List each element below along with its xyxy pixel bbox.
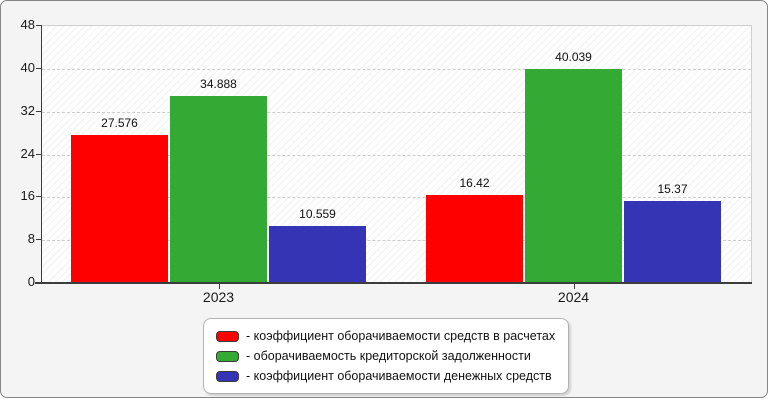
bar-2024-series2	[525, 68, 622, 283]
legend-item: - оборачиваемость кредиторской задолженн…	[216, 346, 556, 366]
y-axis-label: 8	[27, 231, 35, 247]
legend-label: - оборачиваемость кредиторской задолженн…	[246, 349, 531, 363]
legend-box: - коэффициент оборачиваемости средств в …	[203, 318, 569, 394]
y-axis-label: 48	[20, 17, 35, 32]
y-axis-tick	[36, 25, 42, 26]
legend-item: - коэффициент оборачиваемости денежных с…	[216, 366, 556, 386]
gridline-40	[42, 68, 751, 70]
legend-swatch-icon	[216, 350, 239, 362]
bar-2023-series2	[170, 96, 267, 283]
legend-label: - коэффициент оборачиваемости денежных с…	[246, 369, 552, 383]
x-axis-label: 2023	[202, 289, 235, 305]
gridline-16	[42, 197, 751, 199]
bar-value-label: 10.559	[299, 207, 336, 222]
legend-label: - коэффициент оборачиваемости средств в …	[246, 329, 556, 343]
x-axis-label: 2024	[557, 289, 590, 305]
y-axis-label: 0	[27, 274, 35, 289]
x-axis-tick	[573, 284, 575, 289]
gridline-8	[42, 240, 751, 242]
x-axis-tick	[218, 284, 220, 289]
y-axis-label: 24	[20, 145, 35, 161]
legend-swatch-icon	[216, 370, 239, 382]
bar-2024-series3	[624, 200, 721, 283]
legend-swatch-icon	[216, 330, 239, 342]
legend-item: - коэффициент оборачиваемости средств в …	[216, 326, 556, 346]
bar-value-label: 16.42	[459, 176, 490, 191]
y-axis-tick	[36, 110, 42, 112]
bar-2023-series3	[269, 226, 366, 283]
bar-value-label: 27.576	[101, 116, 138, 131]
y-axis-tick	[36, 282, 42, 283]
y-axis-tick	[36, 196, 42, 198]
y-axis-label: 40	[20, 59, 35, 75]
gridline-24	[42, 154, 751, 156]
bar-2023-series1	[71, 135, 168, 283]
plot-area: 27.576 34.888 10.559 16.42 40.039 15.37	[42, 25, 752, 283]
y-axis-label: 16	[20, 188, 35, 204]
bar-value-label: 34.888	[200, 77, 237, 92]
y-axis-label: 32	[20, 102, 35, 118]
bar-value-label: 40.039	[555, 49, 592, 64]
gridline-32	[42, 111, 751, 113]
y-axis-tick	[36, 239, 42, 241]
bar-value-label: 15.37	[657, 181, 688, 196]
x-axis-line	[35, 282, 752, 284]
bar-2024-series1	[426, 195, 523, 283]
y-axis-tick	[36, 153, 42, 155]
y-axis-tick	[36, 67, 42, 69]
